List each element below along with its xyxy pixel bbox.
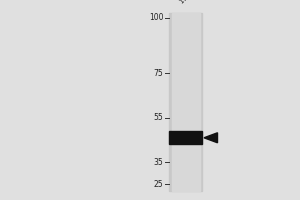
Bar bbox=[169, 131, 202, 144]
Text: 75: 75 bbox=[154, 69, 164, 78]
Text: 35: 35 bbox=[154, 158, 164, 167]
Text: 25: 25 bbox=[154, 180, 164, 189]
Text: 12 tag recombinant protein: 12 tag recombinant protein bbox=[179, 0, 253, 5]
Polygon shape bbox=[204, 133, 218, 143]
Text: 100: 100 bbox=[149, 13, 164, 22]
Text: 55: 55 bbox=[154, 113, 164, 122]
Bar bbox=[172, 13, 200, 191]
Bar bbox=[169, 13, 202, 191]
